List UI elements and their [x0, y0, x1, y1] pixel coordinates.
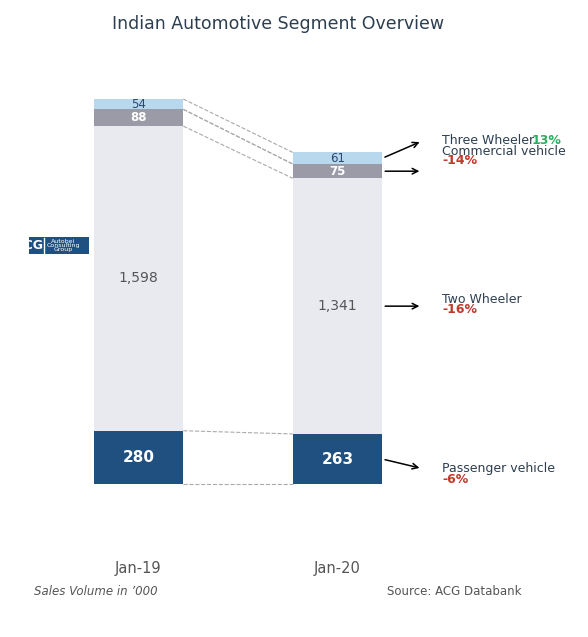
- FancyBboxPatch shape: [16, 237, 89, 254]
- Text: 263: 263: [322, 452, 353, 466]
- Title: Indian Automotive Segment Overview: Indian Automotive Segment Overview: [112, 15, 444, 33]
- Text: Source: ACG Databank: Source: ACG Databank: [387, 585, 522, 598]
- Text: Three Wheeler: Three Wheeler: [442, 134, 534, 147]
- Text: Sales Volume in ’000: Sales Volume in ’000: [34, 585, 158, 598]
- Text: Passenger vehicle: Passenger vehicle: [442, 462, 555, 475]
- Text: Consulting: Consulting: [46, 243, 80, 248]
- Bar: [93, 431, 183, 484]
- Bar: [93, 126, 183, 431]
- Text: -16%: -16%: [442, 303, 477, 317]
- Text: ACG: ACG: [15, 239, 44, 252]
- Bar: [293, 164, 382, 178]
- Text: 1,598: 1,598: [119, 271, 158, 285]
- Text: Two Wheeler: Two Wheeler: [442, 293, 522, 306]
- Text: 280: 280: [122, 450, 155, 465]
- Text: Autobei: Autobei: [51, 240, 76, 244]
- Text: -6%: -6%: [442, 473, 469, 485]
- Text: 13%: 13%: [532, 134, 562, 147]
- Text: Commercial vehicle: Commercial vehicle: [442, 145, 566, 158]
- Text: 75: 75: [329, 165, 346, 178]
- Text: 88: 88: [131, 111, 147, 124]
- Bar: [93, 99, 183, 110]
- Text: 1,341: 1,341: [318, 299, 358, 313]
- Bar: [93, 110, 183, 126]
- Bar: [293, 434, 382, 484]
- Bar: [293, 178, 382, 434]
- Text: 61: 61: [330, 152, 345, 165]
- Text: 54: 54: [131, 97, 146, 111]
- Text: -14%: -14%: [442, 154, 477, 166]
- Bar: [293, 152, 382, 164]
- Text: Group: Group: [54, 247, 73, 252]
